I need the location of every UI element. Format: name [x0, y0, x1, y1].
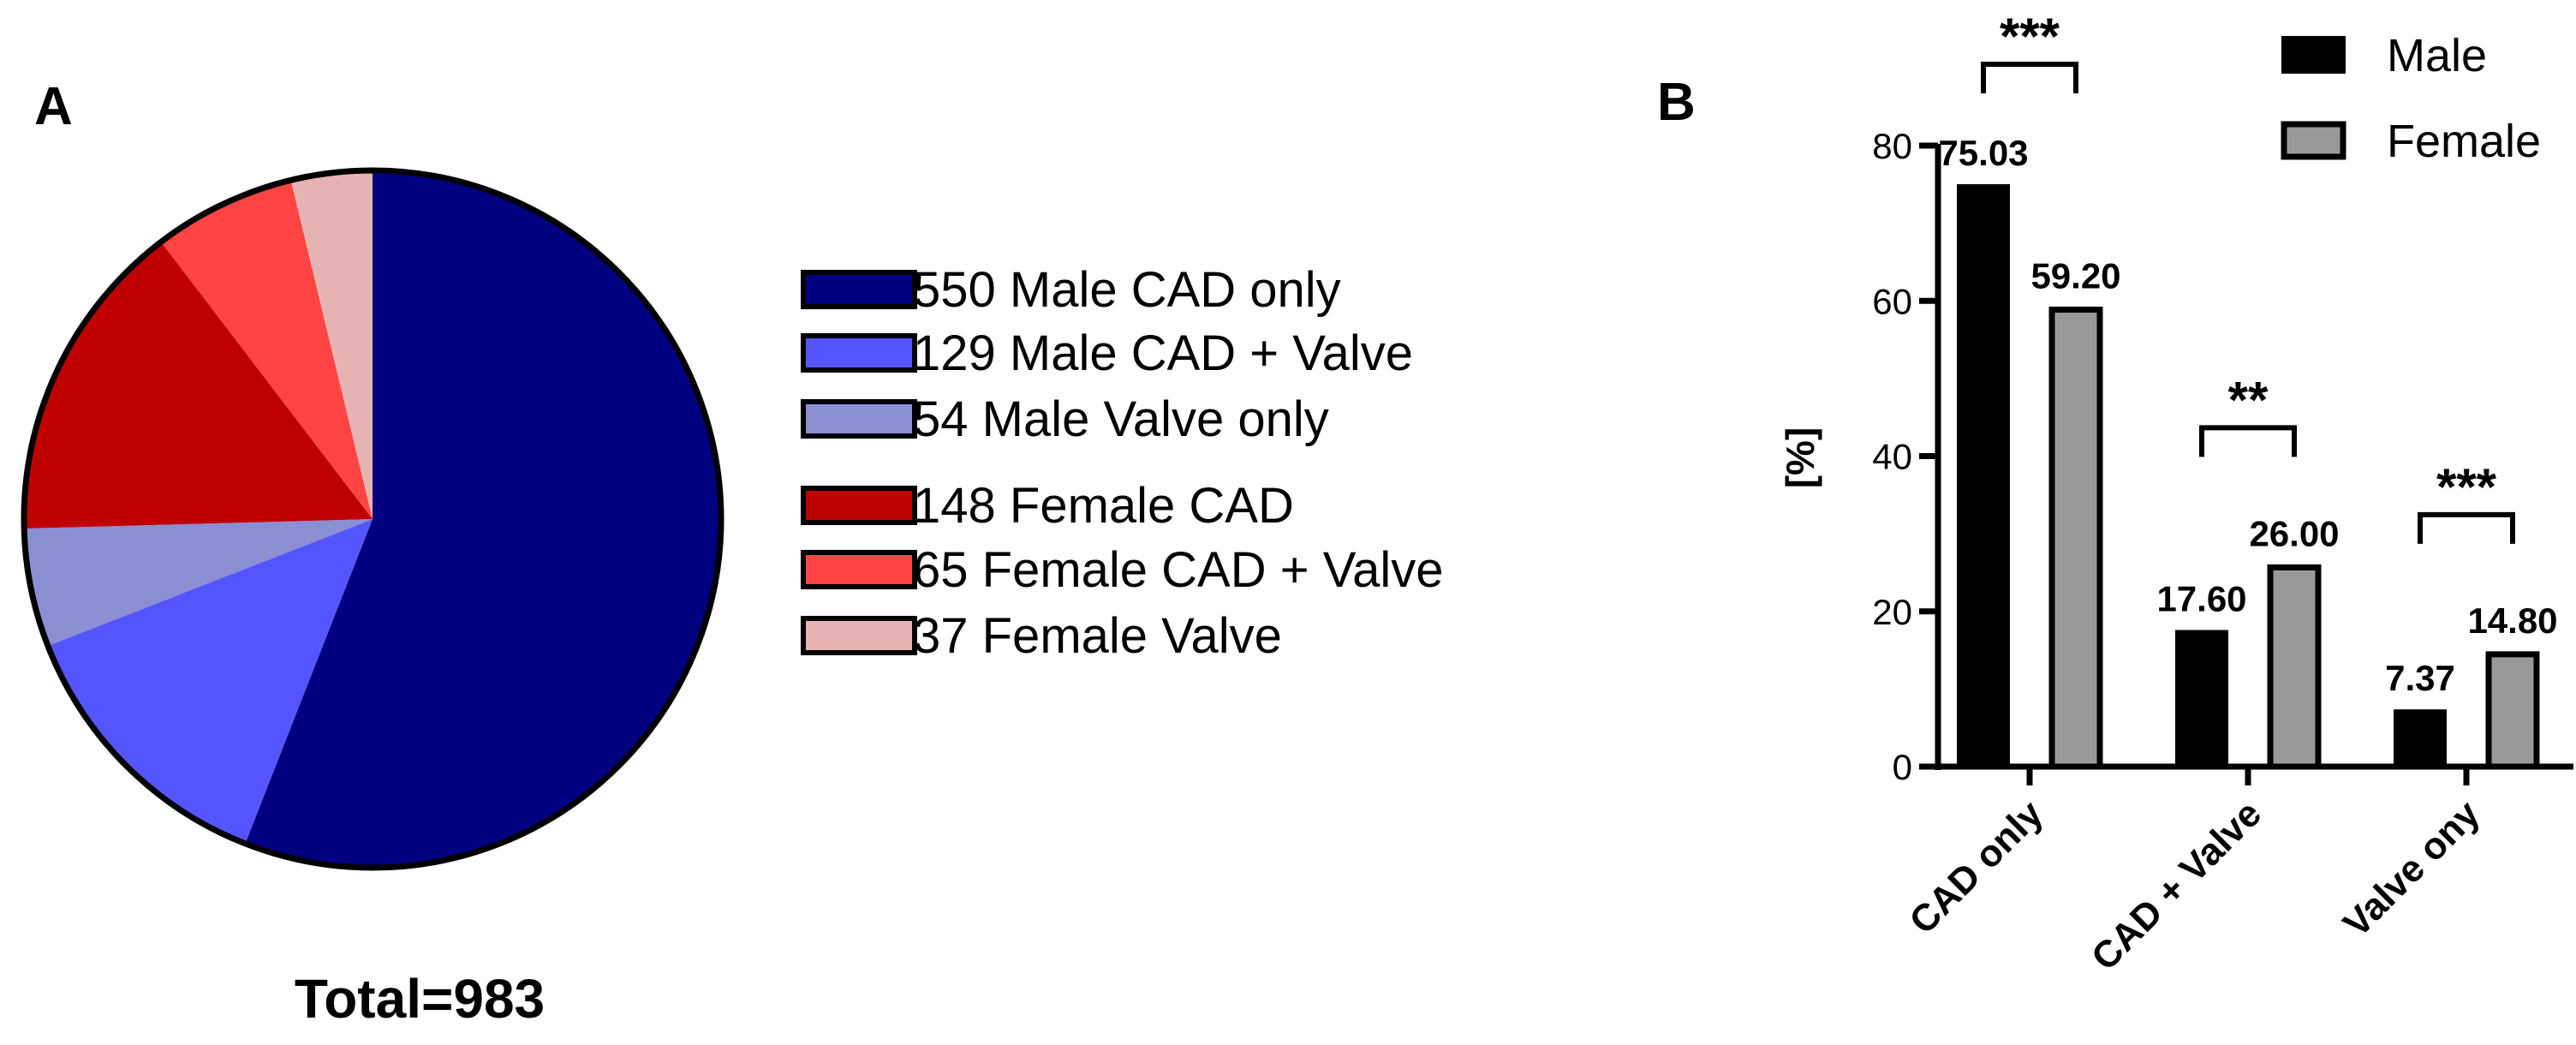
- y-tick-label-20: 20: [1872, 592, 1912, 632]
- data-label-female-valve-ony: 14.80: [2467, 600, 2557, 641]
- significance-label-cad-valve: **: [2228, 371, 2269, 428]
- data-label-female-cad-only: 59.20: [2030, 256, 2120, 296]
- significance-label-valve-ony: ***: [2436, 458, 2497, 516]
- bar-legend-label-female: Female: [2387, 116, 2541, 167]
- pie-legend-swatch-37-female-valve: [801, 616, 917, 655]
- significance-bracket-cad-only: [1981, 62, 2078, 93]
- bar-male-valve-ony: [2394, 709, 2447, 767]
- bar-female-valve-ony: [2485, 651, 2540, 770]
- panel-b-bar-chart: B 0 20 40 60 80 [%] CAD only CAD + Valve Valve o…: [1657, 8, 2573, 979]
- pie-legend: 550 Male CAD only 129 Male CAD + Valve 54 …: [801, 262, 1443, 664]
- data-label-male-valve-ony: 7.37: [2385, 658, 2455, 698]
- pie-slice-148-female-cad: [24, 242, 373, 529]
- pie-legend-swatch-148-female-cad: [801, 486, 917, 525]
- pie-outline: [21, 167, 724, 871]
- y-tick-label-60: 60: [1872, 281, 1912, 321]
- pie-legend-label-148-female-cad: 148 Female CAD: [913, 478, 1294, 534]
- bar-female-cad-only: [2048, 307, 2103, 770]
- x-tick-label-cad-only: CAD only: [1901, 792, 2051, 942]
- y-axis-label: [%]: [1778, 427, 1822, 489]
- y-tick-label-40: 40: [1872, 437, 1912, 477]
- bar-axes: 0 20 40 60 80 [%] CAD only CAD + Valve Valve ony: [1778, 126, 2573, 979]
- pie-slice-37-female-valve: [290, 170, 373, 519]
- panel-a-letter: A: [34, 77, 73, 136]
- x-tick-label-valve-ony: Valve ony: [2335, 792, 2489, 946]
- data-label-male-cad-valve: 17.60: [2156, 579, 2246, 619]
- pie-total-label: Total=983: [295, 968, 545, 1030]
- significance-bracket-cad-valve: [2199, 425, 2297, 457]
- pie-legend-label-129-male-cad-valve: 129 Male CAD + Valve: [913, 325, 1413, 381]
- pie-legend-swatch-65-female-cad-valve: [801, 550, 917, 589]
- pie-legend-swatch-550-male-cad-only: [801, 270, 917, 309]
- pie-slice-65-female-cad-valve: [161, 180, 373, 519]
- significance-bracket-valve-ony: [2418, 511, 2515, 544]
- pie-legend-label-37-female-valve: 37 Female Valve: [913, 608, 1282, 664]
- y-tick-label-0: 0: [1893, 747, 1912, 787]
- y-tick-label-80: 80: [1872, 126, 1912, 166]
- pie-legend-label-65-female-cad-valve: 65 Female CAD + Valve: [913, 542, 1443, 598]
- bar-legend: Male Female: [2281, 30, 2541, 167]
- data-label-female-cad-valve: 26.00: [2249, 513, 2339, 553]
- bar-male-cad-only: [1957, 184, 2010, 767]
- x-tick-label-cad-valve: CAD + Valve: [2084, 792, 2269, 978]
- data-label-male-cad-only: 75.03: [1938, 133, 2028, 173]
- bar-legend-label-male: Male: [2387, 30, 2487, 81]
- bar-male-cad-valve: [2175, 630, 2228, 767]
- pie-slice-54-male-valve-only: [24, 519, 373, 647]
- significance-label-cad-only: ***: [2000, 8, 2060, 65]
- pie-slice-550-male-cad-only: [245, 170, 721, 868]
- pie-slice-129-male-cad-valve: [47, 519, 373, 844]
- pie-legend-swatch-54-male-valve-only: [801, 399, 917, 439]
- bar-legend-swatch-female: [2281, 121, 2346, 160]
- bar-legend-swatch-male: [2281, 36, 2346, 74]
- bar-female-cad-valve: [2267, 564, 2322, 770]
- pie-legend-swatch-129-male-cad-valve: [801, 333, 917, 373]
- pie-legend-label-550-male-cad-only: 550 Male CAD only: [913, 262, 1341, 318]
- pie-slices: [21, 167, 724, 871]
- panel-b-letter: B: [1657, 73, 1696, 132]
- pie-legend-label-54-male-valve-only: 54 Male Valve only: [913, 391, 1329, 447]
